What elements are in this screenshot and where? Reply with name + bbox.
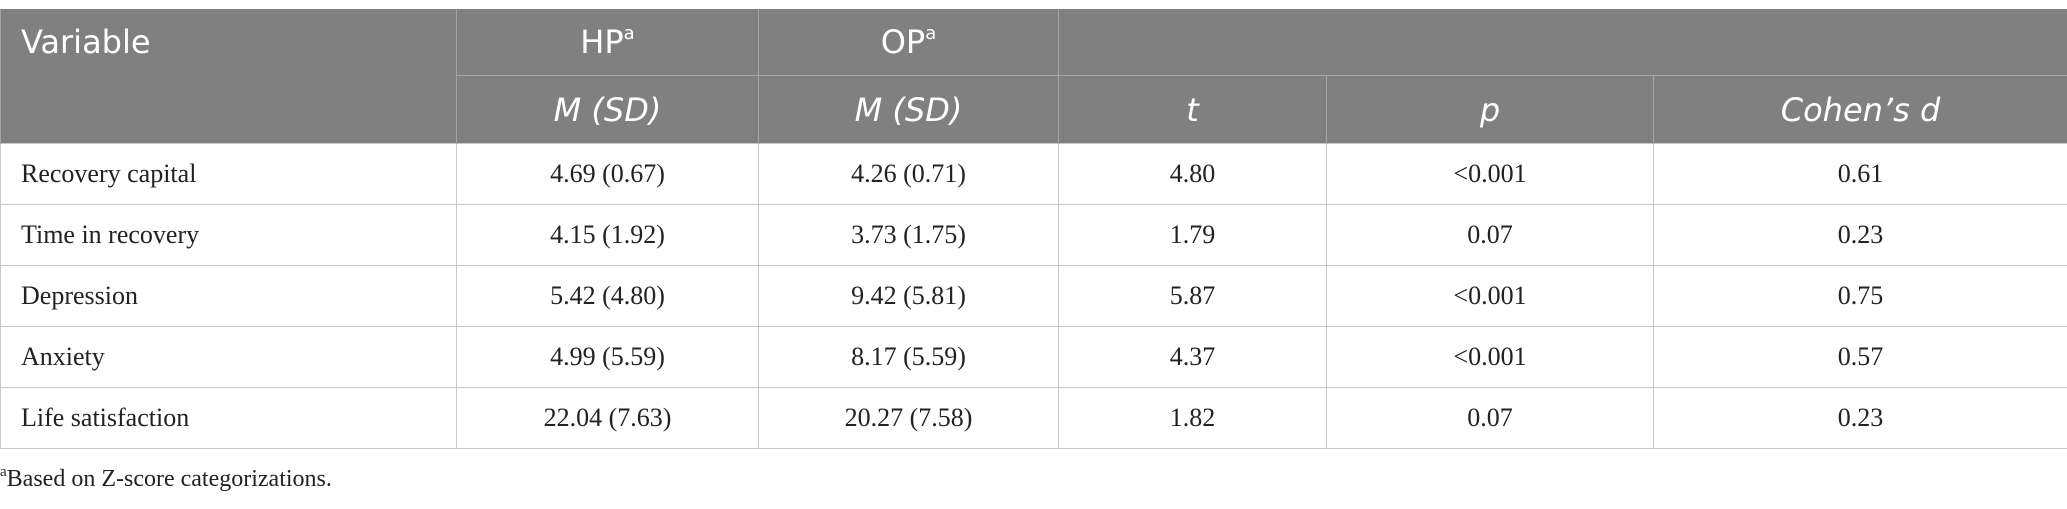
table-cell: <0.001 (1326, 265, 1654, 327)
table-cell: 4.80 (1058, 143, 1327, 205)
table-cell: Life satisfaction (0, 387, 457, 449)
table-cell: 5.87 (1058, 265, 1327, 327)
table-cell: Recovery capital (0, 143, 457, 205)
table-cell: 0.75 (1652, 265, 2067, 327)
table-row: Anxiety 4.99 (5.59) 8.17 (5.59) 4.37 <0.001 0… (0, 326, 2067, 388)
table-cell: 0.57 (1652, 326, 2067, 388)
header-cell: M (SD) (758, 75, 1059, 144)
table-cell: 8.17 (5.59) (758, 326, 1059, 388)
table-cell: <0.001 (1326, 326, 1654, 388)
table-cell: 1.79 (1058, 204, 1327, 266)
table-cell: 3.73 (1.75) (758, 204, 1059, 266)
header-row: Variable HPa OPa (0, 9, 2067, 144)
table-row: Depression 5.42 (4.80) 9.42 (5.81) 5.87 <0.0… (0, 265, 2067, 327)
table-cell: 22.04 (7.63) (456, 387, 759, 449)
table-cell: 4.37 (1058, 326, 1327, 388)
table-cell: 9.42 (5.81) (758, 265, 1059, 327)
table-cell: 1.82 (1058, 387, 1327, 449)
header-cell: Variable (0, 9, 457, 144)
footnote-text: Based on Z-score categorizations. (6, 466, 332, 492)
header-cell: Cohen’s d (1652, 75, 2067, 144)
data-table: Variable HPa OPa M (SD) M (SD) t p Cohen’s d… (0, 9, 2067, 449)
header-cell: OPa (758, 9, 1059, 76)
table-cell: Depression (0, 265, 457, 327)
table-cell: 0.61 (1652, 143, 2067, 205)
table-cell: Time in recovery (0, 204, 457, 266)
note-mark: a (623, 23, 635, 44)
table-body: Recovery capital 4.69 (0.67) 4.26 (0.71) 4.… (0, 143, 2067, 449)
table-cell: 5.42 (4.80) (456, 265, 759, 327)
note-mark: a (925, 23, 937, 44)
note-mark: a (0, 464, 7, 480)
group-label: HP (580, 23, 624, 61)
header-cell (1057, 9, 2067, 76)
table-cell: 4.99 (5.59) (456, 326, 759, 388)
table-row: Recovery capital 4.69 (0.67) 4.26 (0.71) 4.… (0, 143, 2067, 205)
header-cell: M (SD) (456, 75, 759, 144)
table-cell: <0.001 (1326, 143, 1654, 205)
table-cell: 20.27 (7.58) (758, 387, 1059, 449)
table-cell: 4.69 (0.67) (456, 143, 759, 205)
header-cell: p (1326, 75, 1654, 144)
table-row: Time in recovery 4.15 (1.92) 3.73 (1.75) 1.… (0, 204, 2067, 266)
table-cell: 0.07 (1326, 204, 1654, 266)
header-cell: t (1058, 75, 1327, 144)
table-cell: 0.23 (1652, 204, 2067, 266)
table-row: Life satisfaction 22.04 (7.63) 20.27 (7.58… (0, 387, 2067, 449)
header-row: M (SD) M (SD) t p Cohen’s d (1, 75, 2067, 144)
table-cell: 0.07 (1326, 387, 1654, 449)
header-cell: HPa (456, 9, 759, 76)
table-cell: Anxiety (0, 326, 457, 388)
table-cell: 0.23 (1652, 387, 2067, 449)
group-label: OP (880, 23, 926, 61)
footnote: aBased on Z-score categorizations. (0, 464, 332, 493)
table-cell: 4.26 (0.71) (758, 143, 1059, 205)
table-cell: 4.15 (1.92) (456, 204, 759, 266)
